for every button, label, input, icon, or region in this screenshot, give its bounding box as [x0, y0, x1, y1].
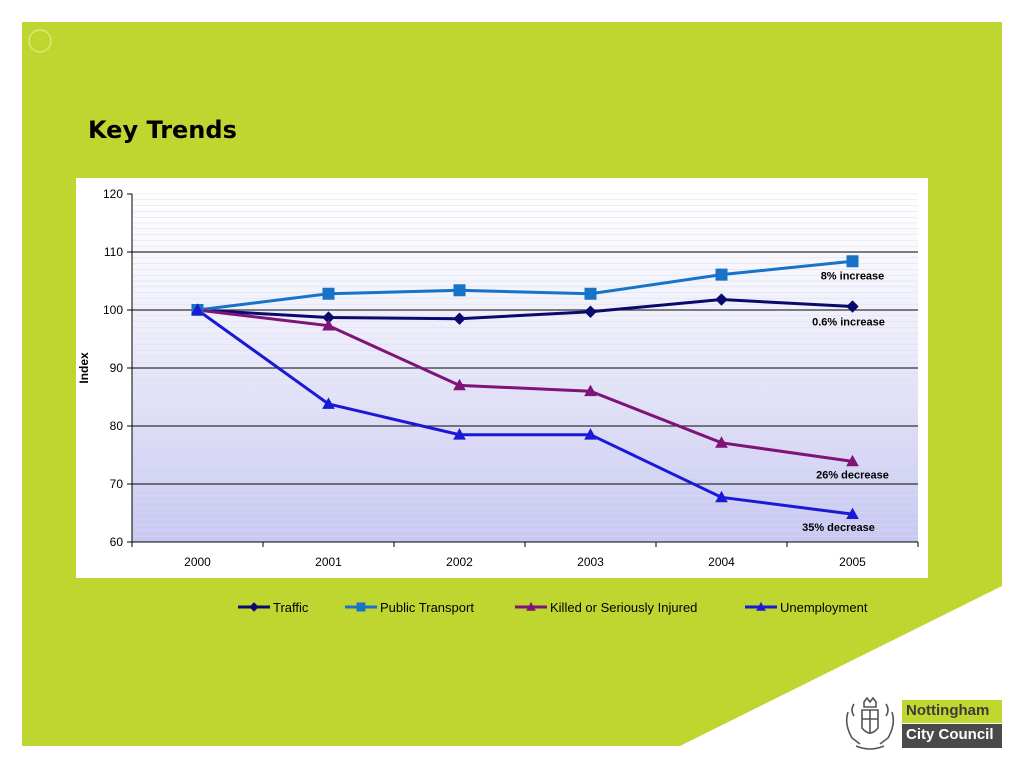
- legend-item: Killed or Seriously Injured: [515, 600, 697, 615]
- x-tick-label: 2002: [446, 555, 473, 569]
- y-tick-label: 120: [103, 187, 123, 201]
- logo-line-1: Nottingham: [902, 700, 1002, 723]
- coat-of-arms-icon: [845, 696, 895, 750]
- legend-label: Killed or Seriously Injured: [550, 600, 697, 615]
- data-point-marker: [356, 602, 366, 612]
- decorative-circle-icon: [28, 29, 52, 53]
- legend-label: Traffic: [273, 600, 309, 615]
- x-tick-label: 2001: [315, 555, 342, 569]
- y-tick-label: 80: [110, 419, 124, 433]
- data-point-marker: [191, 303, 204, 315]
- series-line-unemployment: [196, 308, 853, 516]
- y-tick-label: 110: [104, 245, 123, 259]
- legend-item: Unemployment: [745, 600, 868, 615]
- data-point-marker: [846, 507, 859, 520]
- data-point-marker: [584, 287, 597, 300]
- data-point-marker: [322, 397, 335, 409]
- data-point-marker: [322, 319, 335, 331]
- data-point-marker: [715, 436, 728, 448]
- axes: 60 70 80 90 100 110 120 2000 2001 2002 2003 2004 200…: [103, 187, 919, 569]
- y-tick-label: 90: [110, 361, 124, 375]
- data-point-marker: [584, 428, 597, 440]
- annotation-label: 8% increase: [821, 270, 885, 282]
- data-point-marker: [715, 293, 728, 306]
- legend-item: Traffic: [238, 600, 309, 615]
- council-logo: Nottingham City Council: [902, 700, 1002, 748]
- grid-lines: [132, 193, 918, 537]
- slide-title: Key Trends: [88, 116, 237, 144]
- data-point-marker: [846, 300, 859, 313]
- annotation-label: 35% decrease: [802, 522, 875, 534]
- series-line-killed-or-seriously-injured: [197, 308, 853, 463]
- legend-item: Public Transport: [345, 600, 474, 615]
- data-point-marker: [453, 284, 466, 297]
- x-tick-label: 2005: [839, 555, 866, 569]
- annotation-label: 26% decrease: [816, 469, 889, 481]
- logo-line-2: City Council: [902, 724, 1002, 748]
- data-point-marker: [526, 601, 536, 611]
- legend: Traffic Public Transport Killed or Serious…: [238, 600, 868, 615]
- annotations: 8% increase 0.6% increase 26% decrease 35% …: [802, 270, 889, 534]
- data-point-marker: [453, 428, 466, 440]
- y-axis-label: Index: [77, 352, 91, 384]
- y-tick-label: 60: [110, 535, 124, 549]
- data-point-marker: [453, 312, 466, 325]
- y-tick-label: 100: [103, 303, 123, 317]
- data-point-marker: [584, 305, 597, 318]
- x-tick-label: 2004: [708, 555, 735, 569]
- series-line-traffic: [197, 298, 853, 321]
- legend-label: Unemployment: [780, 600, 868, 615]
- legend-label: Public Transport: [380, 600, 474, 615]
- data-point-marker: [715, 268, 728, 281]
- series-line-public-transport: [197, 259, 853, 312]
- data-point-marker: [453, 378, 466, 391]
- y-tick-label: 70: [110, 477, 124, 491]
- series-lines: [191, 255, 859, 520]
- data-point-marker: [249, 602, 259, 612]
- data-point-marker: [756, 601, 766, 611]
- data-point-marker: [322, 287, 335, 300]
- data-point-marker: [715, 490, 728, 503]
- x-tick-label: 2003: [577, 555, 604, 569]
- data-point-marker: [584, 384, 597, 397]
- data-point-marker: [846, 255, 859, 268]
- data-point-marker: [846, 454, 859, 467]
- annotation-label: 0.6% increase: [812, 317, 885, 329]
- x-tick-label: 2000: [184, 555, 211, 569]
